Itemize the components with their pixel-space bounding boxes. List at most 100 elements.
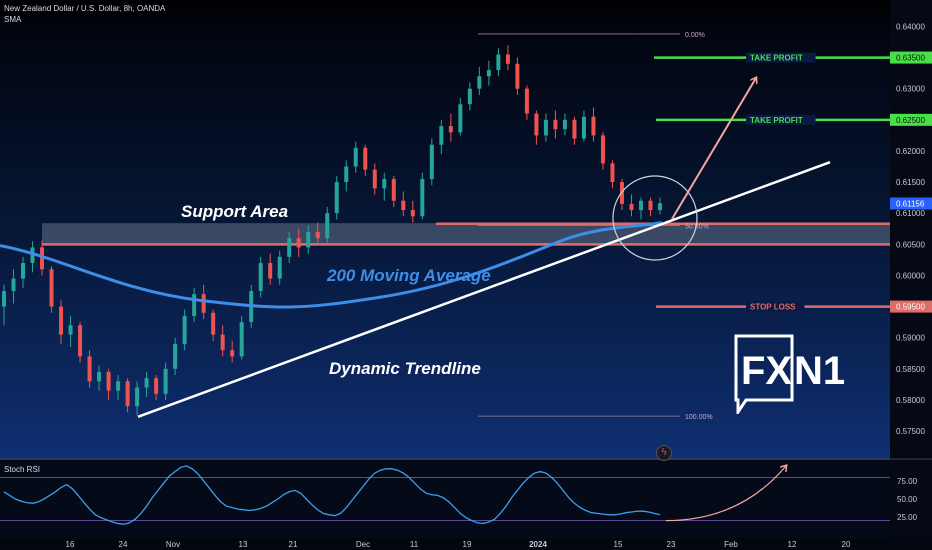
candle-body [258, 263, 263, 292]
y-tick-label: 0.58000 [896, 396, 925, 405]
candle-body [144, 378, 149, 388]
lightning-icon[interactable]: ϟ [656, 445, 672, 461]
annotation-moving-average: 200 Moving Average [326, 266, 491, 285]
stoch-tick-label: 75.00 [897, 477, 918, 486]
candle-body [277, 256, 282, 279]
x-tick-label: 15 [614, 540, 623, 549]
stoch-arrow [665, 466, 786, 522]
price-axis-panel [890, 0, 932, 550]
candle-body [486, 70, 491, 77]
moving-average-line [0, 221, 663, 309]
price-tag [890, 113, 932, 126]
candle-body [201, 294, 206, 313]
x-tick-label: 13 [239, 540, 248, 549]
annotation-support-area: Support Area [181, 202, 288, 221]
candle-body [600, 135, 605, 164]
candle-body [515, 63, 520, 89]
candle-body [591, 116, 596, 136]
y-tick-label: 0.60500 [896, 240, 925, 249]
candle-body [581, 116, 586, 139]
x-tick-label: 12 [788, 540, 797, 549]
candle-body [68, 325, 73, 335]
support-zone [42, 223, 890, 246]
candle-body [420, 178, 425, 217]
candle-body [11, 278, 16, 292]
candle-body [78, 325, 83, 357]
price-tag [890, 51, 932, 64]
fib-label: 50.00% [685, 224, 709, 231]
candle-body [458, 104, 463, 133]
candle-body [553, 119, 558, 130]
x-tick-label: 21 [289, 540, 298, 549]
x-tick-label: 24 [119, 540, 128, 549]
price-tag-label: 0.63500 [896, 54, 925, 63]
level-label: TAKE PROFIT [750, 54, 803, 63]
candle-body [543, 119, 548, 136]
level-label: STOP LOSS [750, 303, 796, 312]
candle-body [325, 213, 330, 239]
dynamic-trendline [137, 160, 831, 418]
x-tick-label: 19 [463, 540, 472, 549]
candle-body [59, 306, 64, 335]
stoch-rsi-label: Stoch RSI [4, 465, 40, 474]
fib-label: 0.00% [685, 32, 705, 39]
candle-body [372, 169, 377, 189]
fib-label: 100.00% [685, 414, 713, 421]
candle-body [268, 263, 273, 279]
x-tick-label: Feb [724, 540, 738, 549]
candle-body [315, 231, 320, 239]
candle-body [220, 334, 225, 351]
candle-body [87, 356, 92, 382]
svg-text:FX: FX [741, 349, 792, 393]
candle-body [534, 113, 539, 136]
candle-body [353, 147, 358, 167]
candle-body [125, 381, 130, 407]
candle-body [524, 88, 529, 114]
candle-body [610, 163, 615, 183]
candle-body [163, 368, 168, 394]
candle-body [21, 263, 26, 279]
level-label-bg [746, 301, 805, 312]
price-tag-label: 0.59500 [896, 303, 925, 312]
candle-body [410, 210, 415, 217]
candle-body [619, 182, 624, 204]
stoch-tick-label: 50.00 [897, 495, 918, 504]
candle-body [106, 371, 111, 391]
y-tick-label: 0.57500 [896, 427, 925, 436]
candle-body [182, 315, 187, 344]
stoch-tick-label: 25.00 [897, 513, 918, 522]
candle-body [401, 200, 406, 211]
candle-body [638, 200, 643, 211]
symbol-title: New Zealand Dollar / U.S. Dollar, 8h, OA… [4, 4, 166, 13]
candle-body [648, 200, 653, 211]
y-tick-label: 0.62000 [896, 147, 925, 156]
candle-body [135, 387, 140, 407]
candle-body [505, 54, 510, 64]
indicator-label: SMA [4, 15, 22, 24]
price-tag-label: 0.61156 [896, 199, 925, 208]
y-tick-label: 0.60000 [896, 271, 925, 280]
price-tag [890, 197, 932, 210]
candle-body [629, 203, 634, 211]
candle-body [467, 88, 472, 105]
candle-body [211, 312, 216, 335]
candle-body [382, 178, 387, 189]
candle-body [2, 291, 6, 307]
fxn1-logo: FX N1 [734, 334, 845, 414]
x-tick-label: Dec [356, 540, 370, 549]
candle-body [429, 144, 434, 179]
x-tick-label: 23 [667, 540, 676, 549]
candle-body [192, 294, 197, 316]
price-tag [890, 300, 932, 313]
candle-body [173, 343, 178, 369]
y-tick-label: 0.58500 [896, 365, 925, 374]
candle-body [334, 182, 339, 214]
y-tick-label: 0.59000 [896, 334, 925, 343]
y-tick-label: 0.61500 [896, 178, 925, 187]
candle-body [306, 231, 311, 248]
x-tick-label: 16 [66, 540, 75, 549]
candle-body [239, 322, 244, 357]
candle-body [448, 126, 453, 133]
